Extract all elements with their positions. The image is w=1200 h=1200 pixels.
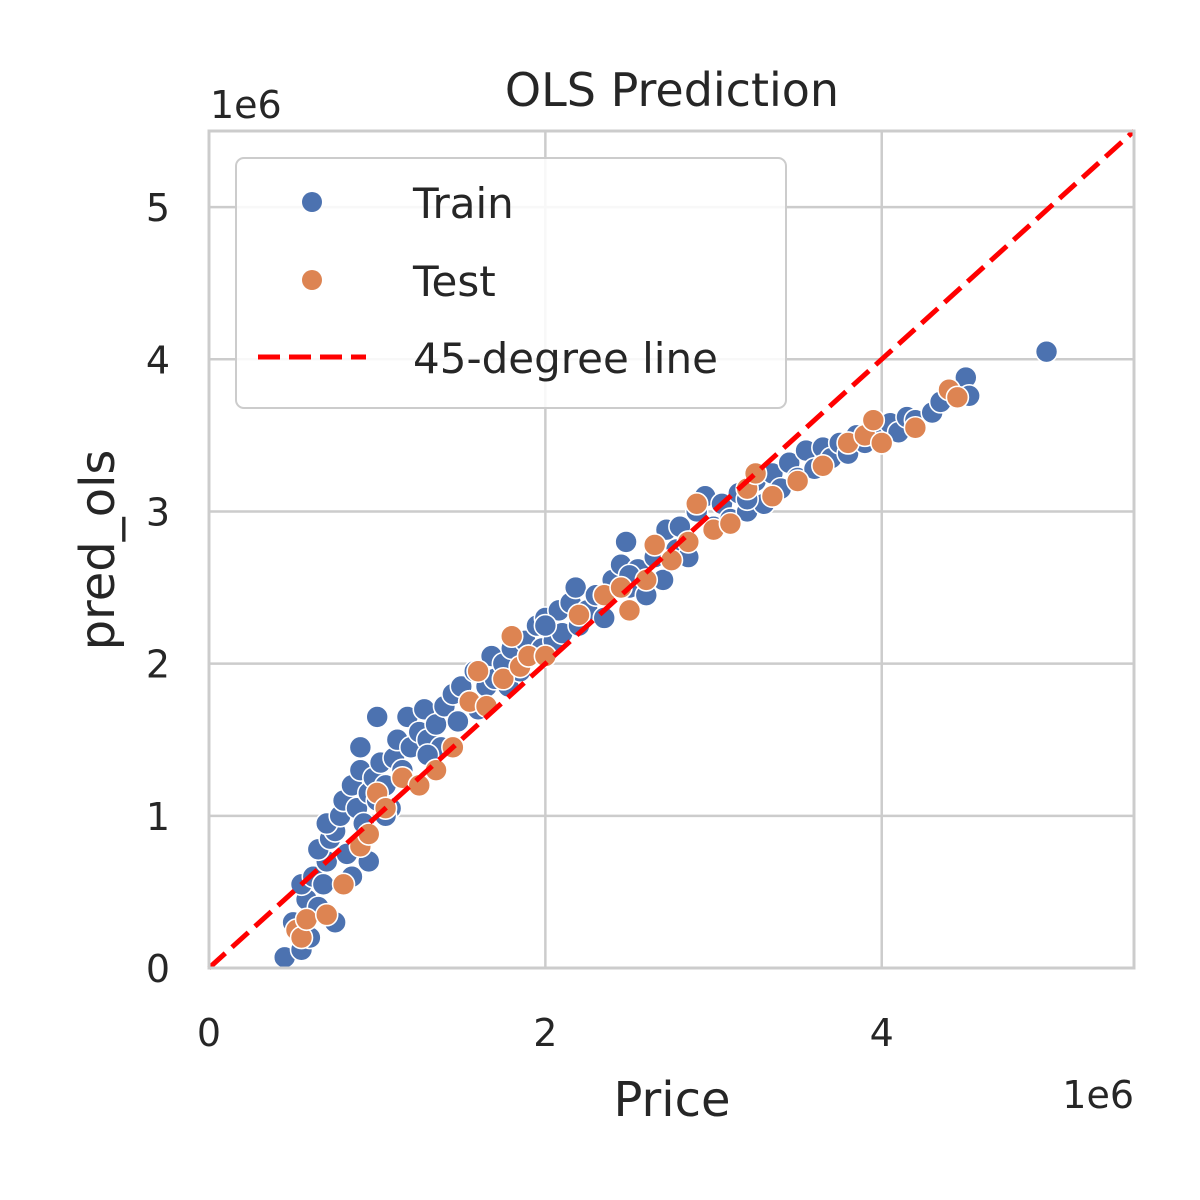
point-test [718, 511, 743, 536]
legend-label-45-degree-line: 45-degree line [413, 334, 718, 383]
y-tick-label: 0 [146, 947, 170, 991]
legend-marker-train [302, 192, 322, 212]
y-tick-label: 3 [146, 490, 170, 534]
point-train [365, 705, 389, 729]
point-test [617, 598, 642, 623]
chart-title: OLS Prediction [505, 63, 839, 117]
x-tick-label: 2 [533, 1011, 557, 1055]
legend-label-test: Test [412, 257, 496, 306]
x-offset-label: 1e6 [1062, 1073, 1134, 1117]
point-test [642, 533, 667, 557]
point-test [945, 385, 970, 410]
point-test [861, 408, 886, 432]
legend-marker-test [302, 270, 322, 290]
y-offset-label: 1e6 [210, 83, 282, 127]
point-train [311, 872, 336, 897]
y-tick-label: 4 [146, 338, 170, 382]
point-test [785, 469, 810, 493]
plot-frame [207, 129, 1136, 970]
x-tick-label: 0 [197, 1011, 221, 1055]
point-train [348, 735, 373, 760]
y-tick-label: 5 [146, 186, 170, 230]
x-tick-label: 4 [870, 1011, 894, 1055]
point-test [491, 667, 516, 691]
point-train [1034, 339, 1059, 364]
point-train [533, 613, 558, 638]
y-tick-label: 2 [146, 643, 170, 687]
point-train [563, 575, 588, 600]
point-test [903, 415, 928, 440]
legend: Train Test 45-degree line [235, 157, 787, 409]
point-train [446, 709, 470, 734]
data-points [272, 339, 1059, 970]
point-test [869, 431, 894, 455]
y-tick-label: 1 [146, 795, 170, 839]
point-test [466, 659, 490, 684]
tick-labels: 0 2 4 0 1 2 3 4 5 [146, 186, 894, 1055]
point-test [314, 902, 339, 927]
point-test [499, 624, 524, 649]
point-test [567, 603, 591, 627]
point-test [407, 773, 432, 798]
point-test [356, 822, 381, 846]
point-test [684, 492, 709, 516]
x-axis-label: Price [613, 1072, 730, 1128]
point-test [760, 484, 785, 509]
point-train [614, 530, 638, 554]
45-degree-line [207, 129, 1136, 970]
point-test [294, 907, 319, 932]
point-test [811, 453, 835, 478]
legend-box [235, 157, 787, 409]
legend-label-train: Train [412, 179, 514, 228]
point-test [331, 872, 356, 897]
y-axis-label: pred_ols [70, 450, 126, 651]
